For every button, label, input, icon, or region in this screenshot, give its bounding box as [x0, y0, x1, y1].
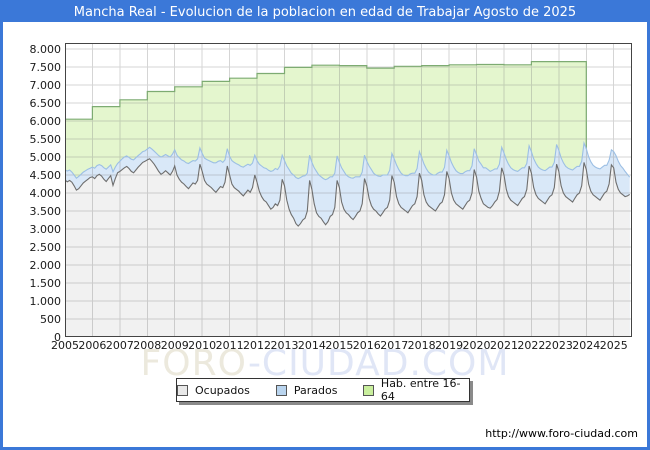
x-tick-label: 2010 — [188, 339, 217, 352]
y-tick-label: 500 — [40, 312, 61, 326]
x-tick-label: 2011 — [215, 339, 244, 352]
x-tick-label: 2020 — [462, 339, 491, 352]
legend-item-hab: Hab. entre 16-64 — [363, 377, 469, 403]
legend-label-parados: Parados — [293, 383, 338, 397]
y-tick-label: 1.500 — [29, 276, 62, 290]
ocupados-area — [65, 158, 630, 337]
x-tick-label: 2016 — [352, 339, 381, 352]
x-tick-label: 2012 — [243, 339, 272, 352]
y-tick-label: 4.000 — [29, 186, 62, 200]
x-tick-label: 2013 — [270, 339, 299, 352]
plot-area — [65, 43, 632, 337]
x-tick-label: 2022 — [517, 339, 546, 352]
y-tick-label: 6.000 — [29, 114, 62, 128]
x-tick-label: 2018 — [407, 339, 436, 352]
y-tick-label: 2.500 — [29, 240, 62, 254]
gridlines — [65, 43, 632, 337]
chart-title: Mancha Real - Evolucion de la poblacion … — [3, 3, 647, 22]
x-tick-label: 2008 — [133, 339, 162, 352]
footer-url[interactable]: http://www.foro-ciudad.com — [485, 427, 638, 440]
legend-label-hab: Hab. entre 16-64 — [380, 377, 461, 403]
x-tick-label: 2017 — [380, 339, 409, 352]
x-tick-label: 2019 — [435, 339, 464, 352]
y-tick-label: 3.500 — [29, 204, 62, 218]
ocupados-line — [65, 158, 631, 227]
parados-line — [65, 140, 631, 181]
legend-swatch-parados — [275, 384, 287, 396]
x-tick-label: 2006 — [78, 339, 107, 352]
x-tick-label: 2009 — [160, 339, 189, 352]
y-tick-label: 0 — [54, 330, 61, 344]
y-tick-label: 3.000 — [29, 222, 62, 236]
y-tick-label: 1.000 — [29, 294, 62, 308]
y-tick-label: 6.500 — [29, 96, 62, 110]
x-tick-label: 2015 — [325, 339, 354, 352]
y-tick-label: 7.500 — [29, 60, 62, 74]
y-tick-label: 4.500 — [29, 168, 62, 182]
x-tick-label: 2025 — [599, 339, 628, 352]
x-tick-label: 2021 — [489, 339, 518, 352]
legend-swatch-ocupados — [177, 384, 188, 396]
x-tick-label: 2023 — [544, 339, 573, 352]
x-tick-label: 2024 — [572, 339, 601, 352]
y-tick-label: 2.000 — [29, 258, 62, 272]
x-tick-label: 2007 — [105, 339, 134, 352]
y-tick-label: 8.000 — [29, 42, 62, 56]
legend-swatch-hab — [363, 384, 374, 396]
x-tick-label: 2014 — [297, 339, 326, 352]
y-tick-label: 7.000 — [29, 78, 62, 92]
x-tick-label: 2005 — [51, 339, 79, 352]
y-tick-label: 5.000 — [29, 150, 62, 164]
legend: Ocupados Parados Hab. entre 16-64 — [176, 377, 470, 403]
plot-border — [65, 43, 632, 337]
legend-item-ocupados: Ocupados — [177, 384, 250, 397]
y-tick-label: 5.500 — [29, 132, 62, 146]
hab-line — [65, 61, 587, 149]
legend-label-ocupados: Ocupados — [195, 383, 250, 397]
legend-item-parados: Parados — [275, 383, 338, 397]
